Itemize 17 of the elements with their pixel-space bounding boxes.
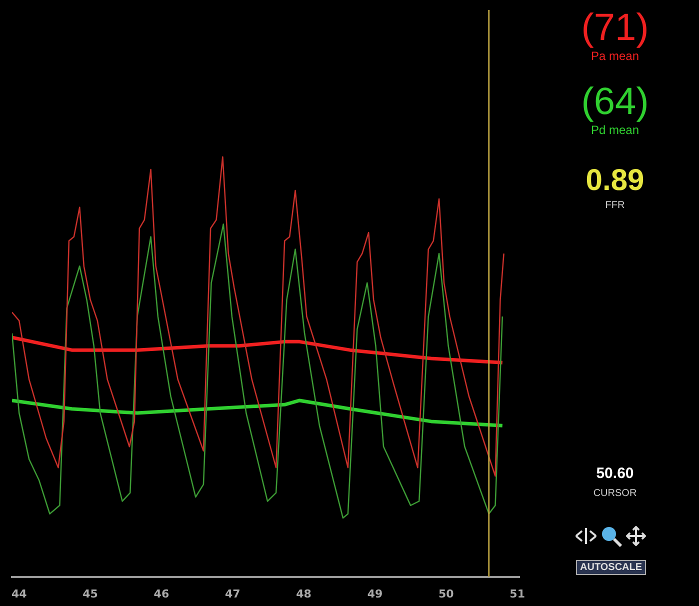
text: (71): [580, 7, 650, 50]
x-tick-label: 45: [82, 587, 98, 600]
text: AUTOSCALE: [576, 560, 646, 575]
x-tick-label: 50: [438, 587, 454, 600]
text: Pa mean: [590, 49, 640, 64]
x-tick-label: 51: [510, 587, 525, 600]
x-tick-label: 47: [224, 587, 240, 600]
text: 50.60: [595, 465, 635, 482]
x-tick-label: 49: [367, 587, 383, 600]
x-tick-label: 46: [154, 587, 170, 600]
text: (64): [580, 81, 650, 124]
text: Pd mean: [590, 123, 640, 138]
text: FFR: [604, 200, 626, 211]
x-tick-label: 44: [11, 587, 28, 600]
text: 0.89: [584, 164, 646, 197]
text: CURSOR: [592, 488, 638, 499]
x-tick-label: 48: [296, 587, 312, 600]
